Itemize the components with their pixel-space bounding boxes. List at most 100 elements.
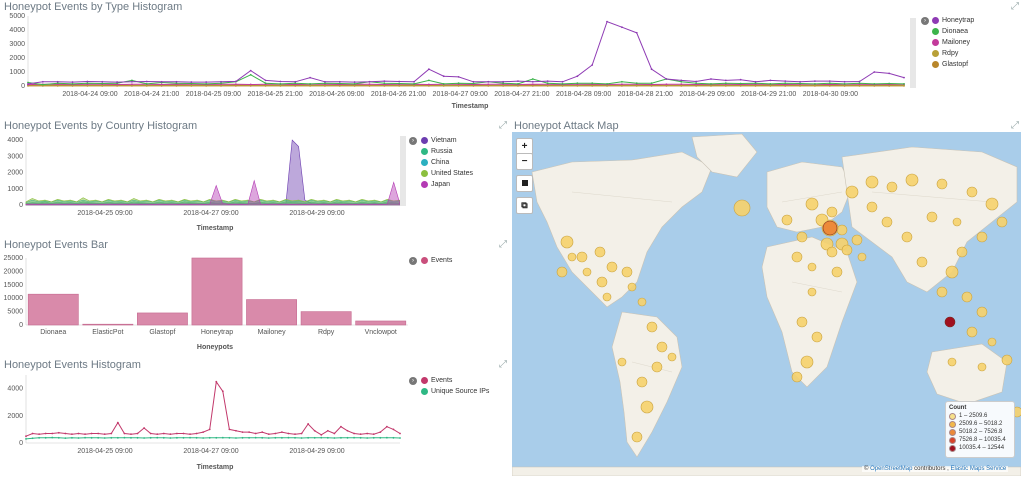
draw-rectangle-button[interactable] bbox=[516, 175, 533, 192]
attack-marker[interactable] bbox=[656, 341, 668, 353]
legend-toggle-icon[interactable]: › bbox=[409, 137, 417, 145]
attack-marker[interactable] bbox=[966, 326, 978, 338]
attack-marker[interactable] bbox=[781, 214, 793, 226]
attack-marker[interactable] bbox=[796, 316, 808, 328]
attack-marker[interactable] bbox=[621, 266, 633, 278]
attack-marker[interactable] bbox=[811, 331, 823, 343]
legend-item[interactable]: United States bbox=[421, 168, 473, 179]
attack-marker[interactable] bbox=[936, 286, 948, 298]
attack-marker[interactable] bbox=[996, 216, 1008, 228]
attack-marker[interactable] bbox=[966, 186, 978, 198]
attack-marker[interactable] bbox=[976, 306, 988, 318]
series-line bbox=[27, 20, 905, 85]
attack-marker[interactable] bbox=[617, 357, 627, 367]
legend-toggle-icon[interactable]: › bbox=[409, 257, 417, 265]
attack-marker[interactable] bbox=[805, 197, 819, 211]
attack-marker[interactable] bbox=[952, 217, 962, 227]
legend-scrollbar[interactable] bbox=[910, 18, 916, 88]
attack-marker[interactable] bbox=[905, 173, 919, 187]
data-point bbox=[320, 436, 323, 439]
attack-marker[interactable] bbox=[560, 235, 574, 249]
attack-marker[interactable] bbox=[961, 291, 973, 303]
attack-marker[interactable] bbox=[987, 337, 997, 347]
attack-marker[interactable] bbox=[796, 231, 808, 243]
attack-marker[interactable] bbox=[956, 246, 968, 258]
attack-marker[interactable] bbox=[822, 220, 838, 236]
attack-marker[interactable] bbox=[845, 185, 859, 199]
attack-marker[interactable] bbox=[582, 267, 592, 277]
attack-marker[interactable] bbox=[637, 297, 647, 307]
legend-item[interactable]: Russia bbox=[421, 146, 473, 157]
attack-marker[interactable] bbox=[556, 266, 568, 278]
attack-marker[interactable] bbox=[865, 175, 879, 189]
fit-bounds-button[interactable]: ⧉ bbox=[516, 197, 533, 214]
attack-marker[interactable] bbox=[851, 234, 863, 246]
attack-marker[interactable] bbox=[976, 231, 988, 243]
attack-marker[interactable] bbox=[646, 321, 658, 333]
attack-marker[interactable] bbox=[826, 246, 838, 258]
attack-marker[interactable] bbox=[944, 316, 956, 328]
attack-marker[interactable] bbox=[881, 216, 893, 228]
legend-item[interactable]: Mailoney bbox=[932, 37, 974, 48]
legend-item[interactable]: China bbox=[421, 157, 473, 168]
data-point bbox=[338, 80, 341, 83]
attack-marker[interactable] bbox=[636, 376, 648, 388]
attack-marker[interactable] bbox=[857, 252, 867, 262]
attack-marker[interactable] bbox=[977, 362, 987, 372]
expand-icon[interactable]: ⤢ bbox=[499, 359, 507, 370]
attack-marker[interactable] bbox=[606, 261, 618, 273]
ems-link[interactable]: Elastic Maps Service bbox=[950, 466, 1007, 472]
attack-marker[interactable] bbox=[576, 251, 588, 263]
legend-scrollbar[interactable] bbox=[400, 136, 406, 206]
attack-marker[interactable] bbox=[866, 201, 878, 213]
expand-icon[interactable]: ⤢ bbox=[1011, 120, 1019, 131]
expand-icon[interactable]: ⤢ bbox=[499, 239, 507, 250]
expand-icon[interactable]: ⤢ bbox=[499, 120, 507, 131]
legend-item[interactable]: Rdpy bbox=[932, 48, 974, 59]
legend-toggle-icon[interactable]: › bbox=[409, 377, 417, 385]
attack-marker[interactable] bbox=[901, 231, 913, 243]
attack-marker[interactable] bbox=[841, 244, 853, 256]
legend-item[interactable]: Japan bbox=[421, 179, 473, 190]
attack-marker[interactable] bbox=[596, 276, 608, 288]
attack-marker[interactable] bbox=[640, 400, 654, 414]
attack-marker[interactable] bbox=[926, 211, 938, 223]
legend-item[interactable]: Vietnam bbox=[421, 135, 473, 146]
attack-marker[interactable] bbox=[733, 199, 751, 217]
attack-marker[interactable] bbox=[594, 246, 606, 258]
attack-marker[interactable] bbox=[807, 287, 817, 297]
attack-marker[interactable] bbox=[947, 357, 957, 367]
attack-marker[interactable] bbox=[631, 431, 643, 443]
attack-marker[interactable] bbox=[831, 266, 843, 278]
osm-link[interactable]: OpenStreetMap bbox=[870, 466, 913, 472]
zoom-out-button[interactable]: − bbox=[516, 153, 533, 170]
attack-marker[interactable] bbox=[800, 355, 814, 369]
attack-marker[interactable] bbox=[602, 292, 612, 302]
attack-marker[interactable] bbox=[567, 252, 577, 262]
attack-marker[interactable] bbox=[791, 251, 803, 263]
legend-item[interactable]: Events bbox=[421, 375, 489, 386]
attack-marker[interactable] bbox=[651, 361, 663, 373]
attack-marker[interactable] bbox=[836, 224, 848, 236]
legend-item[interactable]: Glastopf bbox=[932, 59, 974, 70]
world-map[interactable] bbox=[512, 132, 1021, 476]
attack-marker[interactable] bbox=[667, 352, 677, 362]
attack-marker[interactable] bbox=[945, 265, 959, 279]
attack-marker[interactable] bbox=[985, 197, 999, 211]
attack-map[interactable] bbox=[512, 132, 1021, 476]
attack-marker[interactable] bbox=[826, 206, 838, 218]
attack-marker[interactable] bbox=[807, 262, 817, 272]
legend-item[interactable]: Dionaea bbox=[932, 26, 974, 37]
legend-item[interactable]: Unique Source IPs bbox=[421, 386, 489, 397]
attack-marker[interactable] bbox=[820, 237, 834, 251]
attack-marker[interactable] bbox=[936, 178, 948, 190]
attack-marker[interactable] bbox=[791, 371, 803, 383]
attack-marker[interactable] bbox=[886, 181, 898, 193]
legend-item[interactable]: Honeytrap bbox=[932, 15, 974, 26]
legend-item[interactable]: Events bbox=[421, 255, 452, 266]
attack-marker[interactable] bbox=[627, 282, 637, 292]
legend-toggle-icon[interactable]: › bbox=[921, 17, 929, 25]
attack-marker[interactable] bbox=[1001, 354, 1013, 366]
attack-marker[interactable] bbox=[916, 256, 928, 268]
expand-icon[interactable]: ⤢ bbox=[1011, 1, 1019, 12]
